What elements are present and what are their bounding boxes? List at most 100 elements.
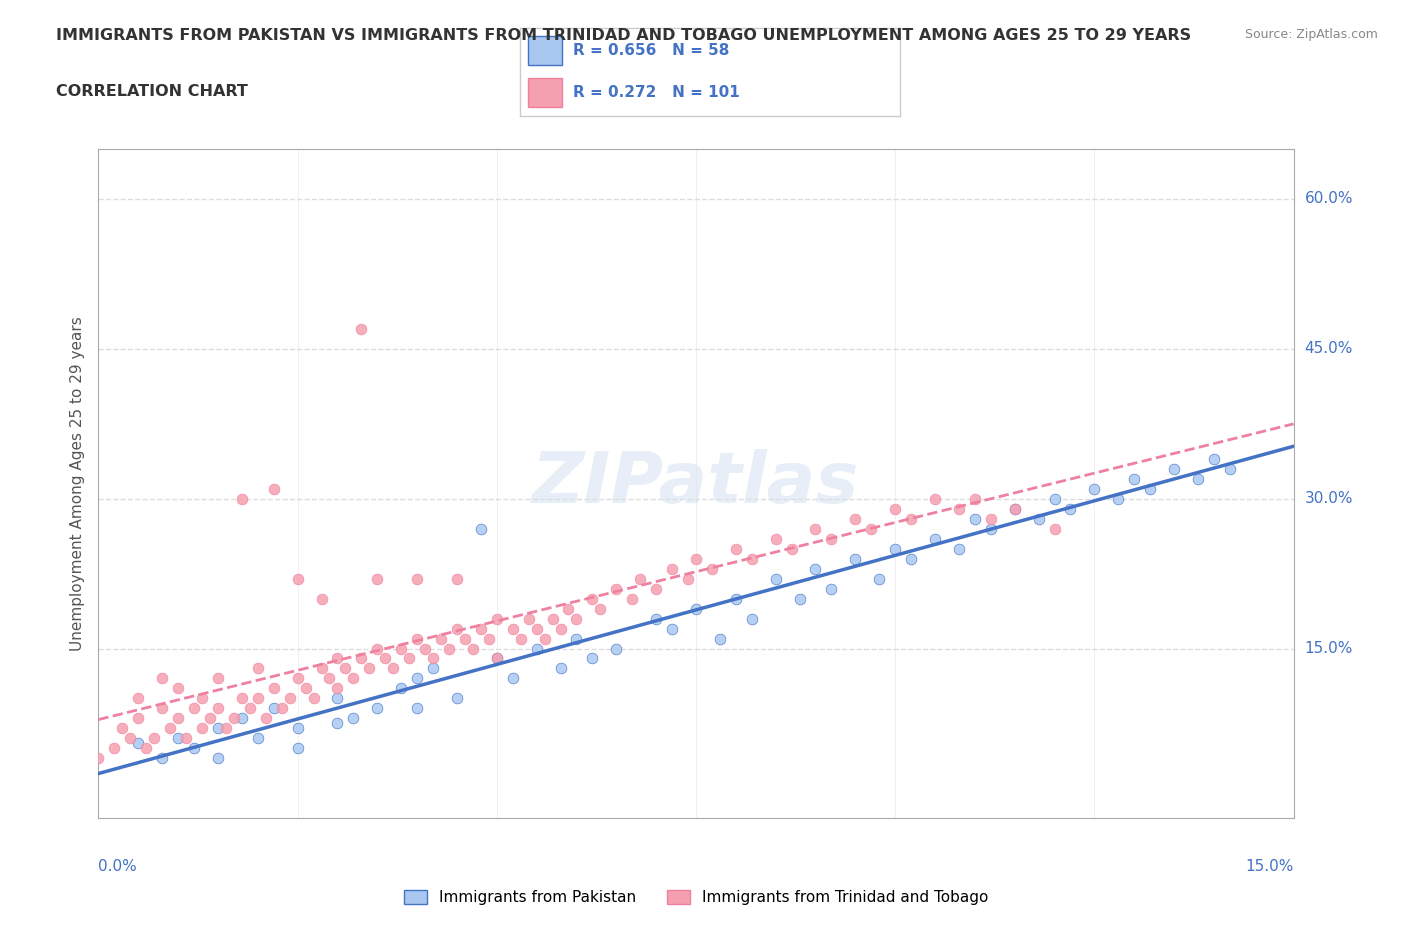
Point — [127, 691, 149, 706]
Point — [207, 671, 229, 686]
Point — [1163, 461, 1185, 476]
Point — [246, 661, 269, 676]
Point — [820, 581, 842, 596]
Point — [143, 731, 166, 746]
Text: 15.0%: 15.0% — [1305, 641, 1353, 656]
Point — [1187, 472, 1209, 486]
Point — [374, 651, 396, 666]
Point — [605, 581, 627, 596]
Point — [1043, 491, 1066, 506]
Point — [159, 721, 181, 736]
Point — [860, 521, 883, 536]
Point — [239, 701, 262, 716]
Point — [406, 571, 429, 586]
Point — [780, 541, 803, 556]
Point — [661, 561, 683, 576]
Point — [127, 711, 149, 726]
Point — [430, 631, 453, 646]
Point — [645, 611, 668, 626]
Point — [557, 601, 579, 616]
Point — [485, 611, 508, 626]
Point — [980, 521, 1002, 536]
Point — [422, 651, 444, 666]
Point — [207, 701, 229, 716]
Point — [605, 641, 627, 656]
Point — [413, 641, 436, 656]
Point — [167, 731, 190, 746]
Point — [422, 661, 444, 676]
Point — [980, 512, 1002, 526]
Text: Source: ZipAtlas.com: Source: ZipAtlas.com — [1244, 28, 1378, 41]
Bar — [527, 78, 562, 108]
Point — [485, 651, 508, 666]
Point — [191, 691, 214, 706]
Point — [884, 501, 907, 516]
Point — [437, 641, 460, 656]
Point — [1202, 451, 1225, 466]
Point — [948, 541, 970, 556]
Bar — [527, 36, 562, 65]
Point — [231, 711, 253, 726]
Point — [302, 691, 325, 706]
Point — [581, 591, 603, 606]
Point — [246, 691, 269, 706]
Point — [685, 601, 707, 616]
Text: R = 0.656   N = 58: R = 0.656 N = 58 — [574, 43, 730, 58]
Text: 45.0%: 45.0% — [1305, 341, 1353, 356]
Y-axis label: Unemployment Among Ages 25 to 29 years: Unemployment Among Ages 25 to 29 years — [69, 316, 84, 651]
Point — [1107, 491, 1129, 506]
Point — [359, 661, 381, 676]
Point — [215, 721, 238, 736]
Point — [231, 491, 253, 506]
Point — [900, 512, 922, 526]
Point — [174, 731, 197, 746]
Point — [342, 711, 364, 726]
Point — [645, 581, 668, 596]
Point — [804, 561, 827, 576]
Point — [765, 531, 787, 546]
Point — [924, 531, 946, 546]
Point — [963, 512, 986, 526]
Point — [661, 621, 683, 636]
Point — [844, 551, 866, 566]
Point — [502, 671, 524, 686]
Point — [924, 491, 946, 506]
Point — [765, 571, 787, 586]
Point — [533, 631, 555, 646]
Text: R = 0.272   N = 101: R = 0.272 N = 101 — [574, 86, 740, 100]
Point — [311, 591, 333, 606]
Point — [804, 521, 827, 536]
Point — [103, 741, 125, 756]
Point — [621, 591, 644, 606]
Point — [581, 651, 603, 666]
Point — [311, 661, 333, 676]
Point — [111, 721, 134, 736]
Point — [700, 561, 723, 576]
Point — [485, 651, 508, 666]
Point — [884, 541, 907, 556]
Point — [406, 631, 429, 646]
Point — [741, 611, 763, 626]
Point — [550, 661, 572, 676]
Point — [1123, 472, 1146, 486]
Point — [470, 621, 492, 636]
Point — [470, 521, 492, 536]
Point — [150, 701, 173, 716]
Point — [589, 601, 612, 616]
Point — [406, 701, 429, 716]
Point — [398, 651, 420, 666]
Point — [963, 491, 986, 506]
Point — [207, 751, 229, 766]
Point — [844, 512, 866, 526]
Point — [446, 571, 468, 586]
Point — [318, 671, 340, 686]
Point — [87, 751, 110, 766]
Point — [263, 681, 285, 696]
Point — [246, 731, 269, 746]
Point — [741, 551, 763, 566]
Point — [868, 571, 890, 586]
Point — [1059, 501, 1081, 516]
Point — [517, 611, 540, 626]
Point — [350, 651, 373, 666]
Point — [709, 631, 731, 646]
